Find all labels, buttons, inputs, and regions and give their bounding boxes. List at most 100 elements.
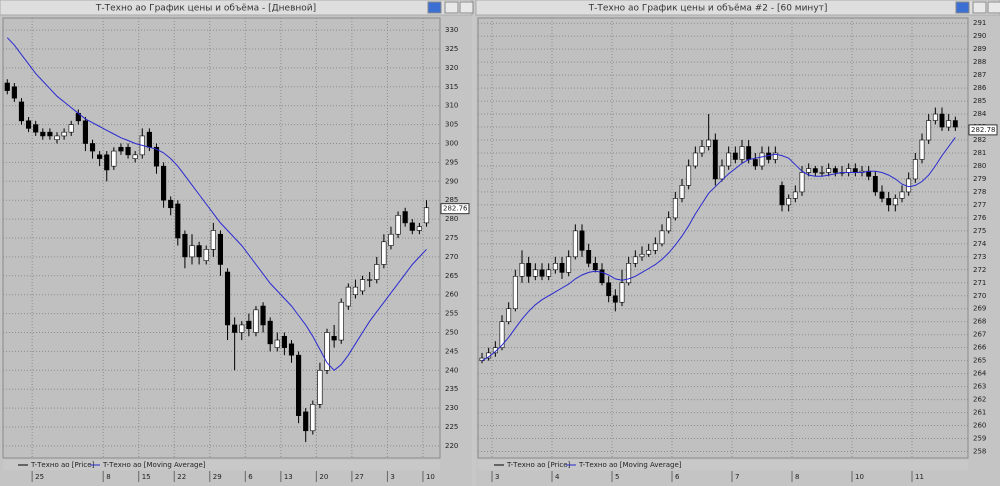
x-tick-label: 5 — [615, 473, 619, 481]
candle-body — [619, 282, 625, 303]
candle-body — [239, 324, 245, 333]
window-button[interactable] — [987, 1, 1000, 14]
y-tick-label: 280 — [973, 162, 986, 170]
y-tick-label: 276 — [973, 214, 987, 222]
candle-body — [381, 241, 387, 265]
y-tick-label: 284 — [973, 110, 987, 118]
candle-body — [217, 233, 224, 265]
window-button[interactable] — [972, 1, 987, 14]
candle-body — [118, 146, 124, 152]
candle-body — [952, 120, 958, 128]
candle-body — [526, 263, 532, 277]
window-button[interactable] — [444, 1, 459, 14]
candle-body — [799, 172, 805, 193]
candle-body — [632, 256, 638, 264]
candle-body — [310, 404, 316, 432]
candle-body — [732, 152, 738, 160]
y-tick-label: 289 — [973, 45, 986, 53]
candle-body — [872, 176, 878, 193]
candle-body — [47, 131, 53, 137]
candle-body — [89, 143, 96, 152]
y-tick-label: 280 — [445, 215, 458, 223]
last-price-label: 282.78 — [971, 126, 996, 134]
candle-body — [182, 233, 188, 258]
candle-body — [826, 168, 832, 173]
candle-body — [274, 339, 280, 348]
window-button[interactable] — [955, 1, 970, 14]
candle-body — [317, 370, 323, 405]
candle-body — [772, 152, 778, 160]
candle-body — [792, 191, 798, 199]
window-button[interactable] — [427, 1, 442, 14]
candle-body — [61, 131, 67, 137]
candle-body — [26, 120, 32, 129]
candle-body — [779, 185, 785, 206]
candle-body — [706, 139, 712, 147]
candle-body — [519, 263, 525, 277]
candle-body — [852, 168, 858, 173]
candle-body — [367, 279, 373, 281]
candle-body — [946, 120, 952, 128]
candle-body — [559, 263, 565, 273]
candle-body — [331, 335, 337, 341]
candle-body — [919, 139, 925, 160]
candle-body — [395, 215, 401, 235]
y-tick-label: 271 — [973, 279, 986, 287]
window-button[interactable] — [459, 1, 474, 14]
candle-body — [752, 159, 758, 167]
y-tick-label: 266 — [973, 344, 987, 352]
y-tick-label: 220 — [445, 442, 458, 450]
y-tick-label: 245 — [445, 347, 458, 355]
y-tick-label: 288 — [973, 58, 986, 66]
x-tick-label: 6 — [675, 473, 680, 481]
candle-body — [546, 269, 552, 277]
candle-body — [260, 305, 266, 326]
x-tick-label: 11 — [915, 473, 924, 481]
y-tick-label: 274 — [973, 240, 987, 248]
candle-body — [692, 152, 698, 167]
candle-body — [939, 113, 945, 128]
candle-body — [267, 320, 273, 345]
candle-body — [912, 159, 918, 180]
candle-body — [210, 230, 216, 250]
y-tick-label: 286 — [973, 84, 987, 92]
last-price-box — [440, 203, 470, 215]
candle-body — [232, 324, 238, 333]
candle-body — [153, 146, 160, 167]
legend-label: T-Техно ао [Price] — [506, 461, 571, 469]
candle-body — [819, 172, 825, 174]
candle-body — [125, 146, 131, 156]
y-tick-label: 310 — [445, 102, 458, 110]
x-tick-label: 27 — [355, 473, 364, 481]
candle-body — [739, 146, 745, 160]
candle-body — [672, 198, 678, 219]
y-tick-label: 281 — [973, 149, 986, 157]
y-tick-label: 273 — [973, 253, 986, 261]
candle-body — [899, 191, 905, 199]
window-title: Т-Техно ао График цены и объёма - [Дневн… — [95, 4, 316, 14]
y-tick-label: 264 — [973, 370, 987, 378]
y-tick-label: 295 — [445, 158, 458, 166]
legend-label: T-Техно ао [Moving Average] — [102, 461, 206, 469]
candle-body — [699, 146, 705, 154]
candle-body — [338, 301, 344, 341]
candle-body — [345, 286, 351, 307]
y-tick-label: 278 — [973, 188, 986, 196]
y-tick-label: 305 — [445, 121, 458, 129]
candle-body — [532, 269, 538, 277]
candle-body — [652, 243, 658, 251]
y-tick-label: 275 — [445, 234, 458, 242]
candle-body — [492, 347, 498, 354]
y-tick-label: 260 — [445, 291, 458, 299]
candle-body — [11, 86, 17, 99]
candle-body — [572, 230, 578, 258]
candle-body — [161, 165, 167, 201]
candle-body — [726, 152, 732, 167]
candle-body — [659, 230, 665, 245]
candle-body — [599, 269, 605, 284]
y-tick-label: 270 — [445, 253, 458, 261]
candle-body — [579, 230, 585, 251]
candle-body — [886, 198, 892, 206]
y-tick-label: 290 — [445, 177, 458, 185]
